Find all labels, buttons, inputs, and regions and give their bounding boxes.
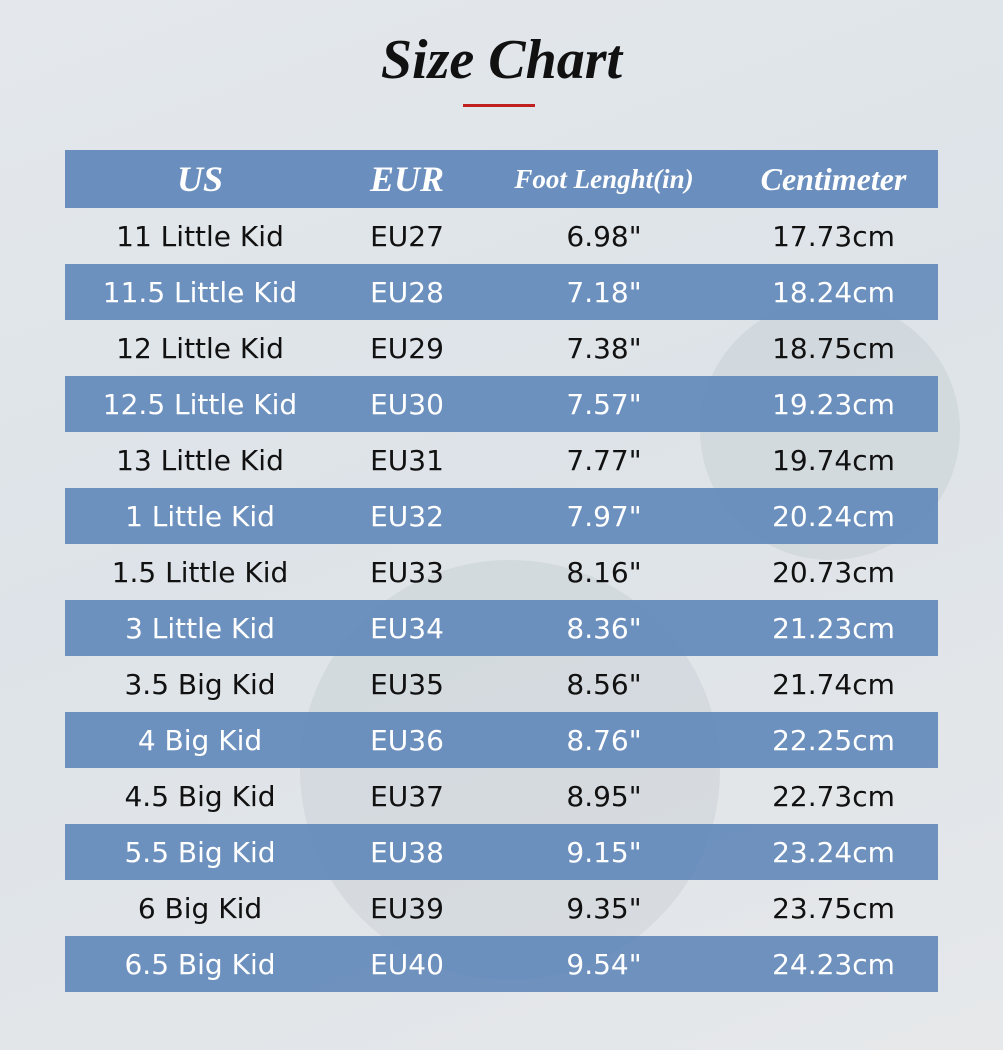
cell-eur: EU30	[370, 387, 444, 421]
table-row: 5.5 Big Kid EU38 9.15" 23.24cm	[65, 824, 938, 880]
cell-eur: EU37	[370, 779, 444, 813]
cell-foot-length: 7.38"	[566, 331, 642, 365]
cell-us: 12.5 Little Kid	[102, 387, 298, 421]
header-foot-length: Foot Lenght(in)	[514, 163, 694, 194]
cell-eur: EU28	[370, 275, 444, 309]
cell-eur: EU33	[370, 555, 444, 589]
cell-foot-length: 8.95"	[566, 779, 642, 813]
cell-us: 1 Little Kid	[125, 499, 275, 533]
cell-eur: EU39	[370, 891, 444, 925]
table-row: 4 Big Kid EU36 8.76" 22.25cm	[65, 712, 938, 768]
cell-eur: EU35	[370, 667, 444, 701]
cell-us: 1.5 Little Kid	[111, 555, 289, 589]
cell-centimeter: 20.73cm	[772, 555, 895, 589]
cell-us: 6.5 Big Kid	[124, 947, 276, 981]
cell-foot-length: 7.18"	[566, 275, 642, 309]
table-row: 6 Big Kid EU39 9.35" 23.75cm	[65, 880, 938, 936]
cell-centimeter: 18.24cm	[772, 275, 895, 309]
table-row: 1.5 Little Kid EU33 8.16" 20.73cm	[65, 544, 938, 600]
header-centimeter: Centimeter	[760, 160, 907, 197]
title-underline	[463, 104, 535, 107]
cell-eur: EU27	[370, 219, 444, 253]
cell-foot-length: 8.56"	[566, 667, 642, 701]
cell-us: 11.5 Little Kid	[102, 275, 298, 309]
header-eur: EUR	[369, 159, 445, 199]
page-title: Size Chart	[380, 29, 623, 91]
table-row: 11.5 Little Kid EU28 7.18" 18.24cm	[65, 264, 938, 320]
table-row: 1 Little Kid EU32 7.97" 20.24cm	[65, 488, 938, 544]
cell-us: 3.5 Big Kid	[124, 667, 276, 701]
cell-eur: EU36	[370, 723, 444, 757]
header-us: US	[176, 159, 224, 199]
cell-foot-length: 7.97"	[566, 499, 642, 533]
cell-us: 13 Little Kid	[116, 443, 284, 477]
cell-foot-length: 7.57"	[566, 387, 642, 421]
cell-centimeter: 23.24cm	[772, 835, 895, 869]
cell-centimeter: 18.75cm	[772, 331, 895, 365]
cell-foot-length: 8.16"	[566, 555, 642, 589]
cell-us: 4.5 Big Kid	[124, 779, 276, 813]
cell-foot-length: 9.15"	[566, 835, 642, 869]
cell-eur: EU32	[370, 499, 444, 533]
table-row: 12.5 Little Kid EU30 7.57" 19.23cm	[65, 376, 938, 432]
cell-eur: EU29	[370, 331, 444, 365]
cell-centimeter: 19.74cm	[772, 443, 895, 477]
cell-centimeter: 22.73cm	[772, 779, 895, 813]
table-row: 3 Little Kid EU34 8.36" 21.23cm	[65, 600, 938, 656]
table-row: 12 Little Kid EU29 7.38" 18.75cm	[65, 320, 938, 376]
cell-centimeter: 22.25cm	[772, 723, 895, 757]
cell-foot-length: 9.54"	[566, 947, 642, 981]
table-row: 13 Little Kid EU31 7.77" 19.74cm	[65, 432, 938, 488]
cell-centimeter: 19.23cm	[772, 387, 895, 421]
cell-foot-length: 8.76"	[566, 723, 642, 757]
table-row: 11 Little Kid EU27 6.98" 17.73cm	[65, 208, 938, 264]
cell-us: 3 Little Kid	[125, 611, 275, 645]
cell-centimeter: 21.74cm	[772, 667, 895, 701]
cell-eur: EU38	[370, 835, 444, 869]
cell-centimeter: 17.73cm	[772, 219, 895, 253]
cell-centimeter: 20.24cm	[772, 499, 895, 533]
cell-foot-length: 9.35"	[566, 891, 642, 925]
cell-us: 11 Little Kid	[116, 219, 284, 253]
cell-centimeter: 23.75cm	[772, 891, 895, 925]
cell-centimeter: 21.23cm	[772, 611, 895, 645]
cell-eur: EU31	[370, 443, 444, 477]
size-table: US EUR Foot Lenght(in) Centimeter 11 Lit…	[65, 150, 938, 992]
cell-us: 5.5 Big Kid	[124, 835, 276, 869]
cell-us: 12 Little Kid	[116, 331, 284, 365]
table-row: 4.5 Big Kid EU37 8.95" 22.73cm	[65, 768, 938, 824]
table-header: US EUR Foot Lenght(in) Centimeter	[65, 150, 938, 208]
cell-foot-length: 7.77"	[566, 443, 642, 477]
table-row: 3.5 Big Kid EU35 8.56" 21.74cm	[65, 656, 938, 712]
table-row: 6.5 Big Kid EU40 9.54" 24.23cm	[65, 936, 938, 992]
cell-eur: EU40	[370, 947, 444, 981]
cell-foot-length: 6.98"	[566, 219, 642, 253]
cell-us: 4 Big Kid	[137, 723, 263, 757]
cell-us: 6 Big Kid	[137, 891, 263, 925]
cell-eur: EU34	[370, 611, 444, 645]
cell-centimeter: 24.23cm	[772, 947, 895, 981]
cell-foot-length: 8.36"	[566, 611, 642, 645]
